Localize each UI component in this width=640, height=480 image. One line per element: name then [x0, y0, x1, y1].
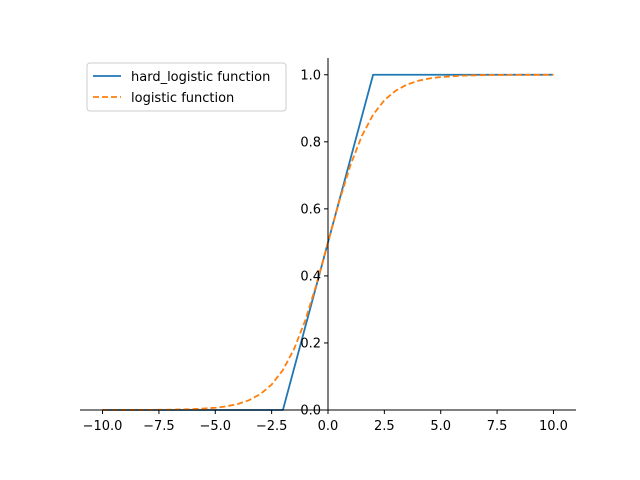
x-tick-label: −2.5: [256, 419, 288, 434]
x-tick-label: 0.0: [318, 419, 339, 434]
axes-layer: −10.0 −7.5 −5.0 −2.5 0.0 2.5 5.0 7.5 10.0 0.0 0.2 0…: [80, 58, 576, 434]
legend: hard_logistic function logistic function: [86, 62, 287, 112]
y-tick-label: 0.2: [300, 336, 321, 351]
x-tick-label: −5.0: [199, 419, 231, 434]
legend-frame: [86, 62, 287, 112]
x-tick-label: −7.5: [143, 419, 175, 434]
y-tick-label: 0.4: [300, 269, 321, 284]
x-tick-label: 5.0: [430, 419, 451, 434]
x-tick-label: 7.5: [487, 419, 508, 434]
y-tick-label: 0.6: [300, 202, 321, 217]
y-tick-label: 0.0: [300, 404, 321, 419]
legend-label-logistic: logistic function: [131, 91, 234, 106]
y-tick-label: 1.0: [300, 68, 321, 83]
x-tick-label: −10.0: [83, 419, 123, 434]
x-tick-label: 10.0: [539, 419, 568, 434]
x-tick-label: 2.5: [374, 419, 395, 434]
legend-label-hard-logistic: hard_logistic function: [131, 70, 270, 85]
y-tick-label: 0.8: [300, 135, 321, 150]
